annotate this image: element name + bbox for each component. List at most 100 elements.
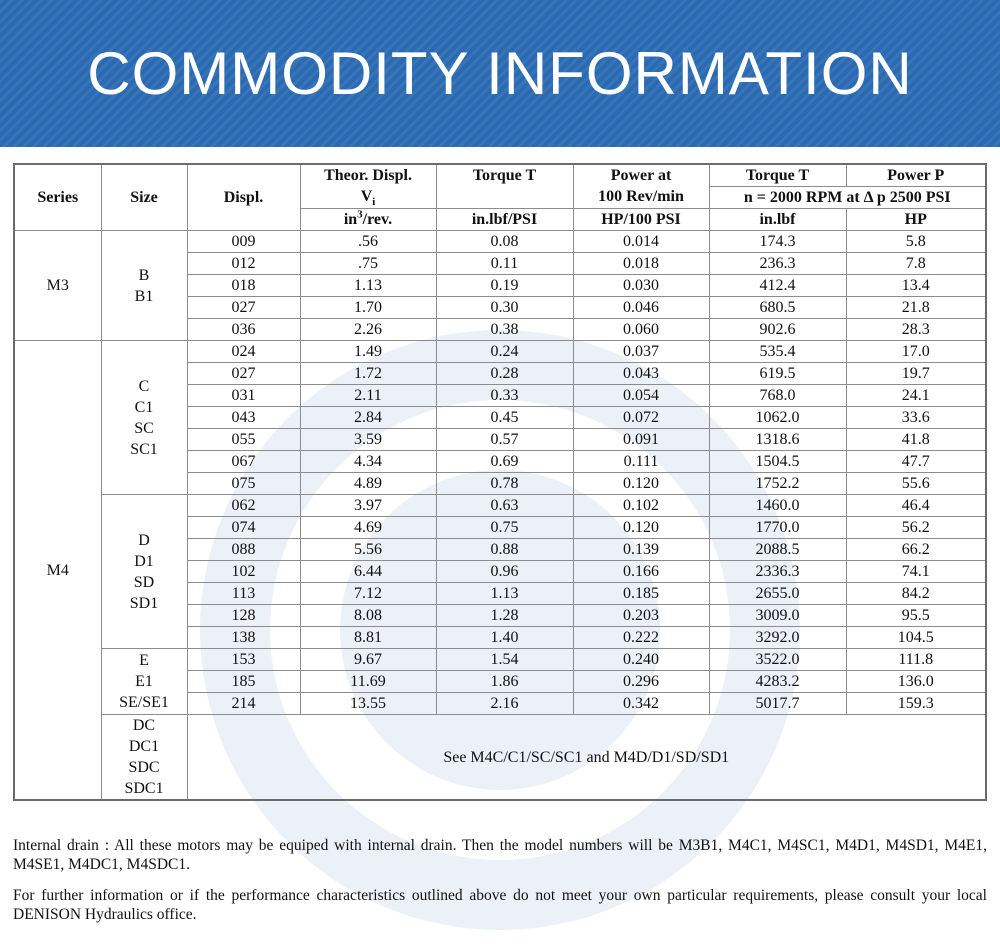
torque-2000-cell: 3292.0 bbox=[708, 626, 847, 649]
spec-table: Series Size Displ. Theor. Displ. Vi Torq… bbox=[13, 163, 987, 801]
table-row: 128 8.08 1.28 0.203 3009.0 95.5 bbox=[14, 604, 987, 627]
torque-2000-cell: 1460.0 bbox=[708, 494, 847, 517]
torque-2000-cell: 1752.2 bbox=[708, 472, 847, 495]
col-header-condition: n = 2000 RPM at Δ p 2500 PSI bbox=[708, 186, 987, 209]
spec-table-container: Series Size Displ. Theor. Displ. Vi Torq… bbox=[13, 163, 987, 801]
theor-displ-cell: 3.97 bbox=[299, 494, 437, 517]
footnotes: Internal drain : All these motors may be… bbox=[13, 836, 987, 936]
torque-2000-cell: 680.5 bbox=[708, 296, 847, 319]
torque-cell: 2.16 bbox=[435, 692, 574, 715]
power-p-cell: 136.0 bbox=[845, 670, 987, 693]
size-label-line: DC1 bbox=[128, 738, 160, 755]
displ-cell: 153 bbox=[186, 648, 301, 671]
power-p-cell: 84.2 bbox=[845, 582, 987, 605]
internal-drain-note: Internal drain : All these motors may be… bbox=[13, 837, 987, 873]
theor-displ-cell: 5.56 bbox=[299, 538, 437, 561]
power-cell: 0.054 bbox=[572, 384, 710, 407]
torque-cell: 0.24 bbox=[435, 340, 574, 363]
power-cell: 0.046 bbox=[572, 296, 710, 319]
torque-cell: 0.75 bbox=[435, 516, 574, 539]
size-cell: D D1 SD SD1 bbox=[100, 494, 188, 649]
displ-cell: 138 bbox=[186, 626, 301, 649]
theor-displ-cell: 11.69 bbox=[299, 670, 437, 693]
theor-displ-cell: 13.55 bbox=[299, 692, 437, 715]
torque-cell: 0.30 bbox=[435, 296, 574, 319]
table-row: E E1 SE/SE1 153 9.67 1.54 0.240 3522.0 111.8 bbox=[14, 648, 987, 715]
theor-displ-cell: 9.67 bbox=[299, 648, 437, 671]
power-p-cell: 33.6 bbox=[845, 406, 987, 429]
power-p-cell: 41.8 bbox=[845, 428, 987, 451]
size-label-line: SDC bbox=[128, 759, 160, 776]
col-header-series: Series bbox=[13, 163, 102, 231]
torque-cell: 0.57 bbox=[435, 428, 574, 451]
size-label-line: B1 bbox=[134, 287, 154, 305]
table-row: 102 6.44 0.96 0.166 2336.3 74.1 bbox=[14, 560, 987, 583]
table-row: 043 2.84 0.45 0.072 1062.0 33.6 bbox=[14, 406, 987, 429]
size-label-line: D bbox=[138, 531, 150, 549]
torque-cell: 0.78 bbox=[435, 472, 574, 495]
col-header-torque-2000: Torque T bbox=[708, 163, 847, 187]
theor-displ-cell: .56 bbox=[299, 230, 437, 253]
power-p-cell: 104.5 bbox=[845, 626, 987, 649]
torque-cell: 0.45 bbox=[435, 406, 574, 429]
table-row: 018 1.13 0.19 0.030 412.4 13.4 bbox=[14, 274, 987, 297]
power-p-cell: 74.1 bbox=[845, 560, 987, 583]
size-label-line: E1 bbox=[135, 673, 153, 690]
table-row: D D1 SD SD1 062 3.97 0.63 0.102 1460.0 46.4 bbox=[14, 494, 987, 649]
unit-theor-displ: in3/rev. bbox=[299, 208, 437, 231]
title-banner: COMMODITY INFORMATION bbox=[0, 0, 1000, 147]
power-cell: 0.037 bbox=[572, 340, 710, 363]
theor-displ-cell: 2.11 bbox=[299, 384, 437, 407]
power-cell: 0.102 bbox=[572, 494, 710, 517]
displ-cell: 128 bbox=[186, 604, 301, 627]
theor-displ-cell: 4.34 bbox=[299, 450, 437, 473]
power-cell: 0.139 bbox=[572, 538, 710, 561]
displ-cell: 027 bbox=[186, 362, 301, 385]
torque-cell: 1.86 bbox=[435, 670, 574, 693]
col-header-power-p: Power P bbox=[845, 163, 987, 187]
displ-cell: 062 bbox=[186, 494, 301, 517]
theor-displ-cell: 8.81 bbox=[299, 626, 437, 649]
size-label-line: SDC1 bbox=[124, 780, 164, 797]
torque-2000-cell: 3522.0 bbox=[708, 648, 847, 671]
torque-2000-cell: 1062.0 bbox=[708, 406, 847, 429]
power-cell: 0.014 bbox=[572, 230, 710, 253]
unit-torque: in.lbf/PSI bbox=[435, 208, 574, 231]
displ-cell: 214 bbox=[186, 692, 301, 715]
size-label-line: C bbox=[138, 377, 150, 395]
theor-displ-cell: 4.69 bbox=[299, 516, 437, 539]
displ-cell: 012 bbox=[186, 252, 301, 275]
power-p-cell: 56.2 bbox=[845, 516, 987, 539]
col-header-theor-displ: Theor. Displ. Vi bbox=[299, 163, 437, 209]
torque-cell: 0.38 bbox=[435, 318, 574, 341]
col-header-displ: Displ. bbox=[186, 163, 301, 231]
torque-cell: 0.88 bbox=[435, 538, 574, 561]
power-cell: 0.166 bbox=[572, 560, 710, 583]
size-label-line: SD1 bbox=[129, 594, 159, 612]
size-label-line: SC1 bbox=[130, 440, 158, 458]
table-row: 088 5.56 0.88 0.139 2088.5 66.2 bbox=[14, 538, 987, 561]
torque-2000-cell: 4283.2 bbox=[708, 670, 847, 693]
theor-displ-cell: 8.08 bbox=[299, 604, 437, 627]
power-cell: 0.296 bbox=[572, 670, 710, 693]
displ-cell: 043 bbox=[186, 406, 301, 429]
power-p-cell: 19.7 bbox=[845, 362, 987, 385]
size-label-line: SD bbox=[133, 573, 155, 591]
power-p-cell: 17.0 bbox=[845, 340, 987, 363]
page-title: COMMODITY INFORMATION bbox=[87, 39, 913, 107]
torque-2000-cell: 619.5 bbox=[708, 362, 847, 385]
table-row: 113 7.12 1.13 0.185 2655.0 84.2 bbox=[14, 582, 987, 605]
torque-cell: 0.63 bbox=[435, 494, 574, 517]
theor-displ-cell: 2.26 bbox=[299, 318, 437, 341]
col-header-torque: Torque T bbox=[435, 163, 574, 209]
power-cell: 0.120 bbox=[572, 516, 710, 539]
power-cell: 0.030 bbox=[572, 274, 710, 297]
series-cell: M4 bbox=[13, 340, 102, 801]
size-label-line: SC bbox=[134, 419, 154, 437]
col-header-power: Power at 100 Rev/min bbox=[572, 163, 710, 209]
displ-cell: 036 bbox=[186, 318, 301, 341]
power-p-cell: 7.8 bbox=[845, 252, 987, 275]
torque-cell: 0.33 bbox=[435, 384, 574, 407]
size-cell: B B1 bbox=[100, 230, 188, 341]
power-p-cell: 111.8 bbox=[845, 648, 987, 671]
